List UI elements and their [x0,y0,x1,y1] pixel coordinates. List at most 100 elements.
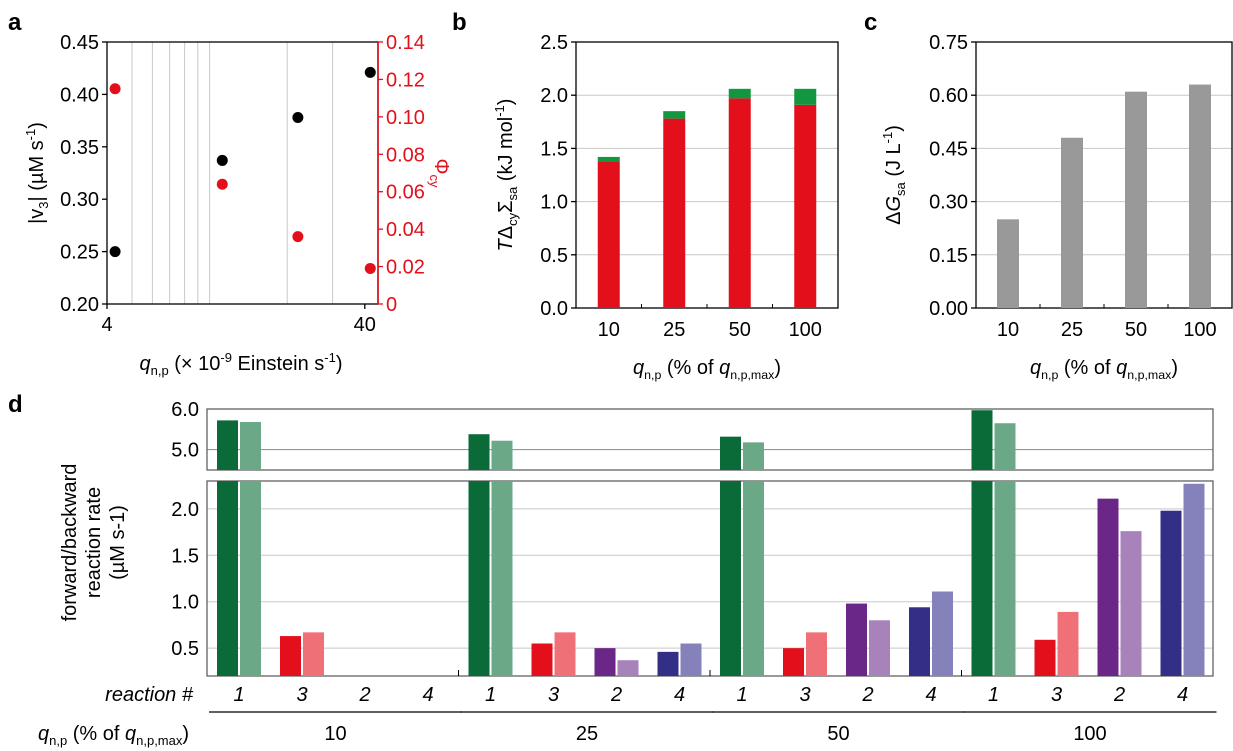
axis-label-text: (% of [67,723,125,745]
axis-label-symbol: q [1116,357,1127,379]
bar-segment-green [728,88,751,99]
axis-label-text: (× 10 [169,353,221,375]
axis-label-symbol: G [883,196,905,212]
axis-label-subscript: n,p,max [730,368,775,382]
axis-label-symbol: Δ [883,212,905,225]
x-tick-label: 4 [101,314,112,336]
y-tick-label: 0.5 [540,245,568,267]
bar-backward-upper [743,442,764,470]
axis-label-superscript: -1 [324,350,336,365]
right-y-tick-label: 0.14 [386,32,425,54]
x-axis-label: qn,p (% of qn,p,max) [633,357,781,382]
x-axis-label: qn,p (% of qn,p,max) [1030,357,1178,382]
upper-plot-frame [206,408,1214,471]
x-tick-label: 100 [789,319,822,341]
bar-forward-upper [468,434,490,470]
axis-label-text: (% of [661,357,719,379]
bar-forward-upper [217,420,238,470]
bar [1061,137,1083,308]
bar-backward [1057,611,1079,676]
y-axis-label: ΔGsa (J L-1) [880,125,908,225]
bar-backward-lower [743,481,764,676]
axis-label-symbol: Δ [495,226,517,239]
bar-backward-upper [240,422,261,470]
x-tick-label: 50 [1125,319,1147,341]
reaction-number-label: 3 [799,684,810,706]
y-tick-label: 1.5 [171,545,199,567]
y-tick-label: 1.0 [540,192,568,214]
group-label: 25 [576,723,598,745]
axis-label-text: (kJ mol [495,117,517,187]
bar-backward [617,660,639,676]
bar-forward-lower [720,481,741,676]
bar-backward-lower [994,481,1016,676]
bar-backward-upper [491,440,513,470]
axis-label-symbol: T [495,237,517,251]
axis-label-text: ) [26,122,48,129]
axis-label-symbol: q [719,357,730,379]
right-y-tick-label: 0.06 [386,182,425,204]
reaction-number-label: 2 [610,684,622,706]
reaction-number-label: 1 [233,684,244,706]
bar-backward [932,591,953,676]
axis-label-symbol: q [140,353,151,375]
axis-label-subscript: 3 [36,201,51,208]
bar-backward-lower [491,481,513,676]
bar-backward-lower [240,481,261,676]
x-tick-label: 10 [598,319,620,341]
bar-backward [554,632,576,676]
bar-forward [1097,498,1119,676]
reaction-row-label: reaction # [105,684,194,706]
y-tick-label: 0.20 [60,294,99,316]
bar-backward [1183,483,1205,676]
axis-label-symbol: q [125,723,136,745]
bar-segment-green [663,111,686,119]
axis-label-superscript: -1 [492,105,507,117]
group-label: 100 [1073,723,1106,745]
y-tick-label: 2.0 [540,85,568,107]
y-tick-label: 0.0 [540,298,568,320]
y-tick-label: 0.00 [929,298,968,320]
y-tick-label: 5.0 [171,440,199,462]
y-tick-label: 1.5 [540,138,568,160]
y-tick-label: 0.35 [60,137,99,159]
y-tick-label: 0.60 [929,85,968,107]
bar-forward-lower [468,481,490,676]
axis-label-symbol: q [633,357,644,379]
axis-label-subscript: n,p [1041,368,1058,382]
data-point-right [216,178,228,190]
data-point-left [364,66,376,78]
y-axis-label-left: |v3| (µM s-1) [23,122,51,224]
x-tick-label: 50 [729,319,751,341]
data-point-left [109,246,121,258]
axis-label-symbol: Φ [430,159,452,175]
axis-label-subscript: sa [505,186,520,201]
y-tick-label: 2.5 [540,32,568,54]
axis-label-subscript: n,p [49,733,67,748]
axis-label-text: | (µM s [26,140,48,201]
axis-label-subscript: cy [427,174,442,188]
bar-forward-upper [720,436,741,470]
bar-segment-red [663,118,686,308]
axis-label-text: (J L [883,143,905,182]
data-point-right [364,262,376,274]
panel-d-broken-axis-bar: 5.0 6.0 0.5 1.0 1.5 2.0 1 3 2 4 10 1 3 2 4 25 1 3 2 4 50 1 3 2 4… [38,399,1217,748]
reaction-number-label: 2 [1113,684,1125,706]
y-tick-label: 2.0 [171,499,199,521]
reaction-number-label: 2 [358,684,370,706]
axis-label-text: ) [1171,357,1178,379]
plot-frame [106,41,379,305]
axis-label-symbol: q [1030,357,1041,379]
axis-label-symbol: q [38,723,49,745]
axis-label-superscript: -1 [880,132,895,144]
bar-backward [869,620,890,676]
reaction-number-label: 2 [861,684,873,706]
bar-forward [909,607,930,676]
data-point-right [109,83,121,95]
bar-forward [783,648,804,676]
axis-label-text: ) [182,723,189,745]
bar-forward-lower [971,481,993,676]
axis-label-text: ) [336,353,343,375]
